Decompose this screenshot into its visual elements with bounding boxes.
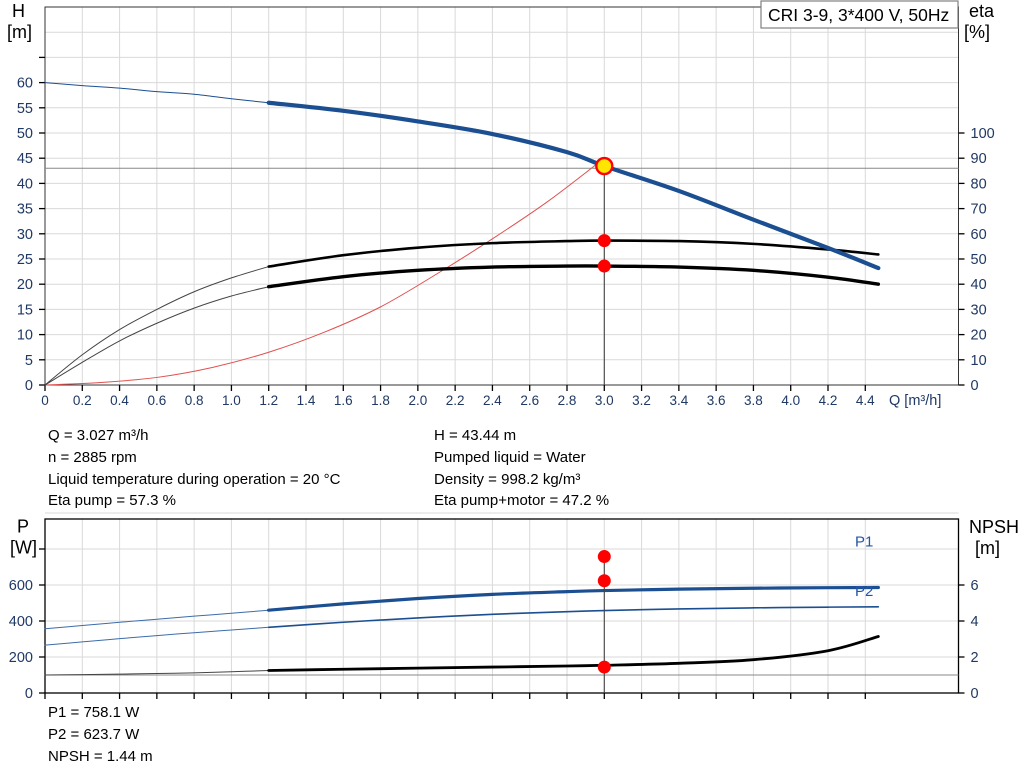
svg-text:3.0: 3.0 <box>595 393 614 408</box>
svg-text:45: 45 <box>17 151 33 167</box>
svg-text:0: 0 <box>41 393 49 408</box>
svg-text:1.4: 1.4 <box>297 393 316 408</box>
svg-text:[%]: [%] <box>964 22 990 42</box>
svg-text:25: 25 <box>17 252 33 268</box>
svg-text:70: 70 <box>971 202 987 218</box>
svg-text:60: 60 <box>17 76 33 92</box>
svg-text:10: 10 <box>17 328 33 344</box>
svg-text:2.6: 2.6 <box>520 393 539 408</box>
svg-text:2.4: 2.4 <box>483 393 502 408</box>
svg-text:1.8: 1.8 <box>371 393 390 408</box>
svg-text:4.2: 4.2 <box>819 393 838 408</box>
svg-text:50: 50 <box>971 252 987 268</box>
svg-text:200: 200 <box>9 650 33 666</box>
svg-text:4.0: 4.0 <box>781 393 800 408</box>
svg-text:2.8: 2.8 <box>558 393 577 408</box>
svg-text:[m]: [m] <box>7 22 32 42</box>
svg-text:20: 20 <box>17 277 33 293</box>
svg-text:P2: P2 <box>855 583 873 600</box>
svg-text:35: 35 <box>17 202 33 218</box>
svg-text:3.6: 3.6 <box>707 393 726 408</box>
svg-text:30: 30 <box>17 227 33 243</box>
svg-text:90: 90 <box>971 151 987 167</box>
svg-text:eta: eta <box>969 1 995 21</box>
svg-text:100: 100 <box>971 126 995 142</box>
svg-text:0: 0 <box>971 686 979 702</box>
svg-text:1.0: 1.0 <box>222 393 241 408</box>
svg-text:4: 4 <box>971 614 979 630</box>
svg-text:2: 2 <box>971 650 979 666</box>
svg-text:[W]: [W] <box>10 537 37 557</box>
svg-text:CRI 3-9, 3*400 V, 50Hz: CRI 3-9, 3*400 V, 50Hz <box>768 5 949 25</box>
svg-text:0.6: 0.6 <box>147 393 166 408</box>
svg-text:0.2: 0.2 <box>73 393 92 408</box>
svg-text:P1: P1 <box>855 534 873 551</box>
svg-text:4.4: 4.4 <box>856 393 875 408</box>
svg-text:Q [m³/h]: Q [m³/h] <box>889 393 941 409</box>
svg-text:80: 80 <box>971 176 987 192</box>
svg-text:15: 15 <box>17 302 33 318</box>
svg-text:30: 30 <box>971 302 987 318</box>
svg-text:3.2: 3.2 <box>632 393 651 408</box>
svg-text:H: H <box>12 1 25 21</box>
svg-text:40: 40 <box>971 277 987 293</box>
svg-text:1.2: 1.2 <box>259 393 278 408</box>
svg-text:P: P <box>17 517 29 537</box>
svg-text:3.8: 3.8 <box>744 393 763 408</box>
svg-text:2.2: 2.2 <box>446 393 465 408</box>
svg-text:10: 10 <box>971 353 987 369</box>
svg-text:0.4: 0.4 <box>110 393 129 408</box>
svg-text:0: 0 <box>25 378 33 394</box>
svg-text:2.0: 2.0 <box>408 393 427 408</box>
svg-text:6: 6 <box>971 578 979 594</box>
svg-text:NPSH: NPSH <box>969 517 1019 537</box>
svg-text:1.6: 1.6 <box>334 393 353 408</box>
svg-text:3.4: 3.4 <box>669 393 688 408</box>
svg-text:[m]: [m] <box>975 538 1000 558</box>
svg-text:0: 0 <box>971 378 979 394</box>
svg-text:400: 400 <box>9 614 33 630</box>
svg-text:55: 55 <box>17 101 33 117</box>
svg-text:5: 5 <box>25 353 33 369</box>
svg-text:20: 20 <box>971 328 987 344</box>
svg-text:0.8: 0.8 <box>185 393 204 408</box>
svg-text:50: 50 <box>17 126 33 142</box>
svg-text:0: 0 <box>25 686 33 702</box>
svg-text:60: 60 <box>971 227 987 243</box>
svg-text:600: 600 <box>9 578 33 594</box>
svg-text:40: 40 <box>17 176 33 192</box>
